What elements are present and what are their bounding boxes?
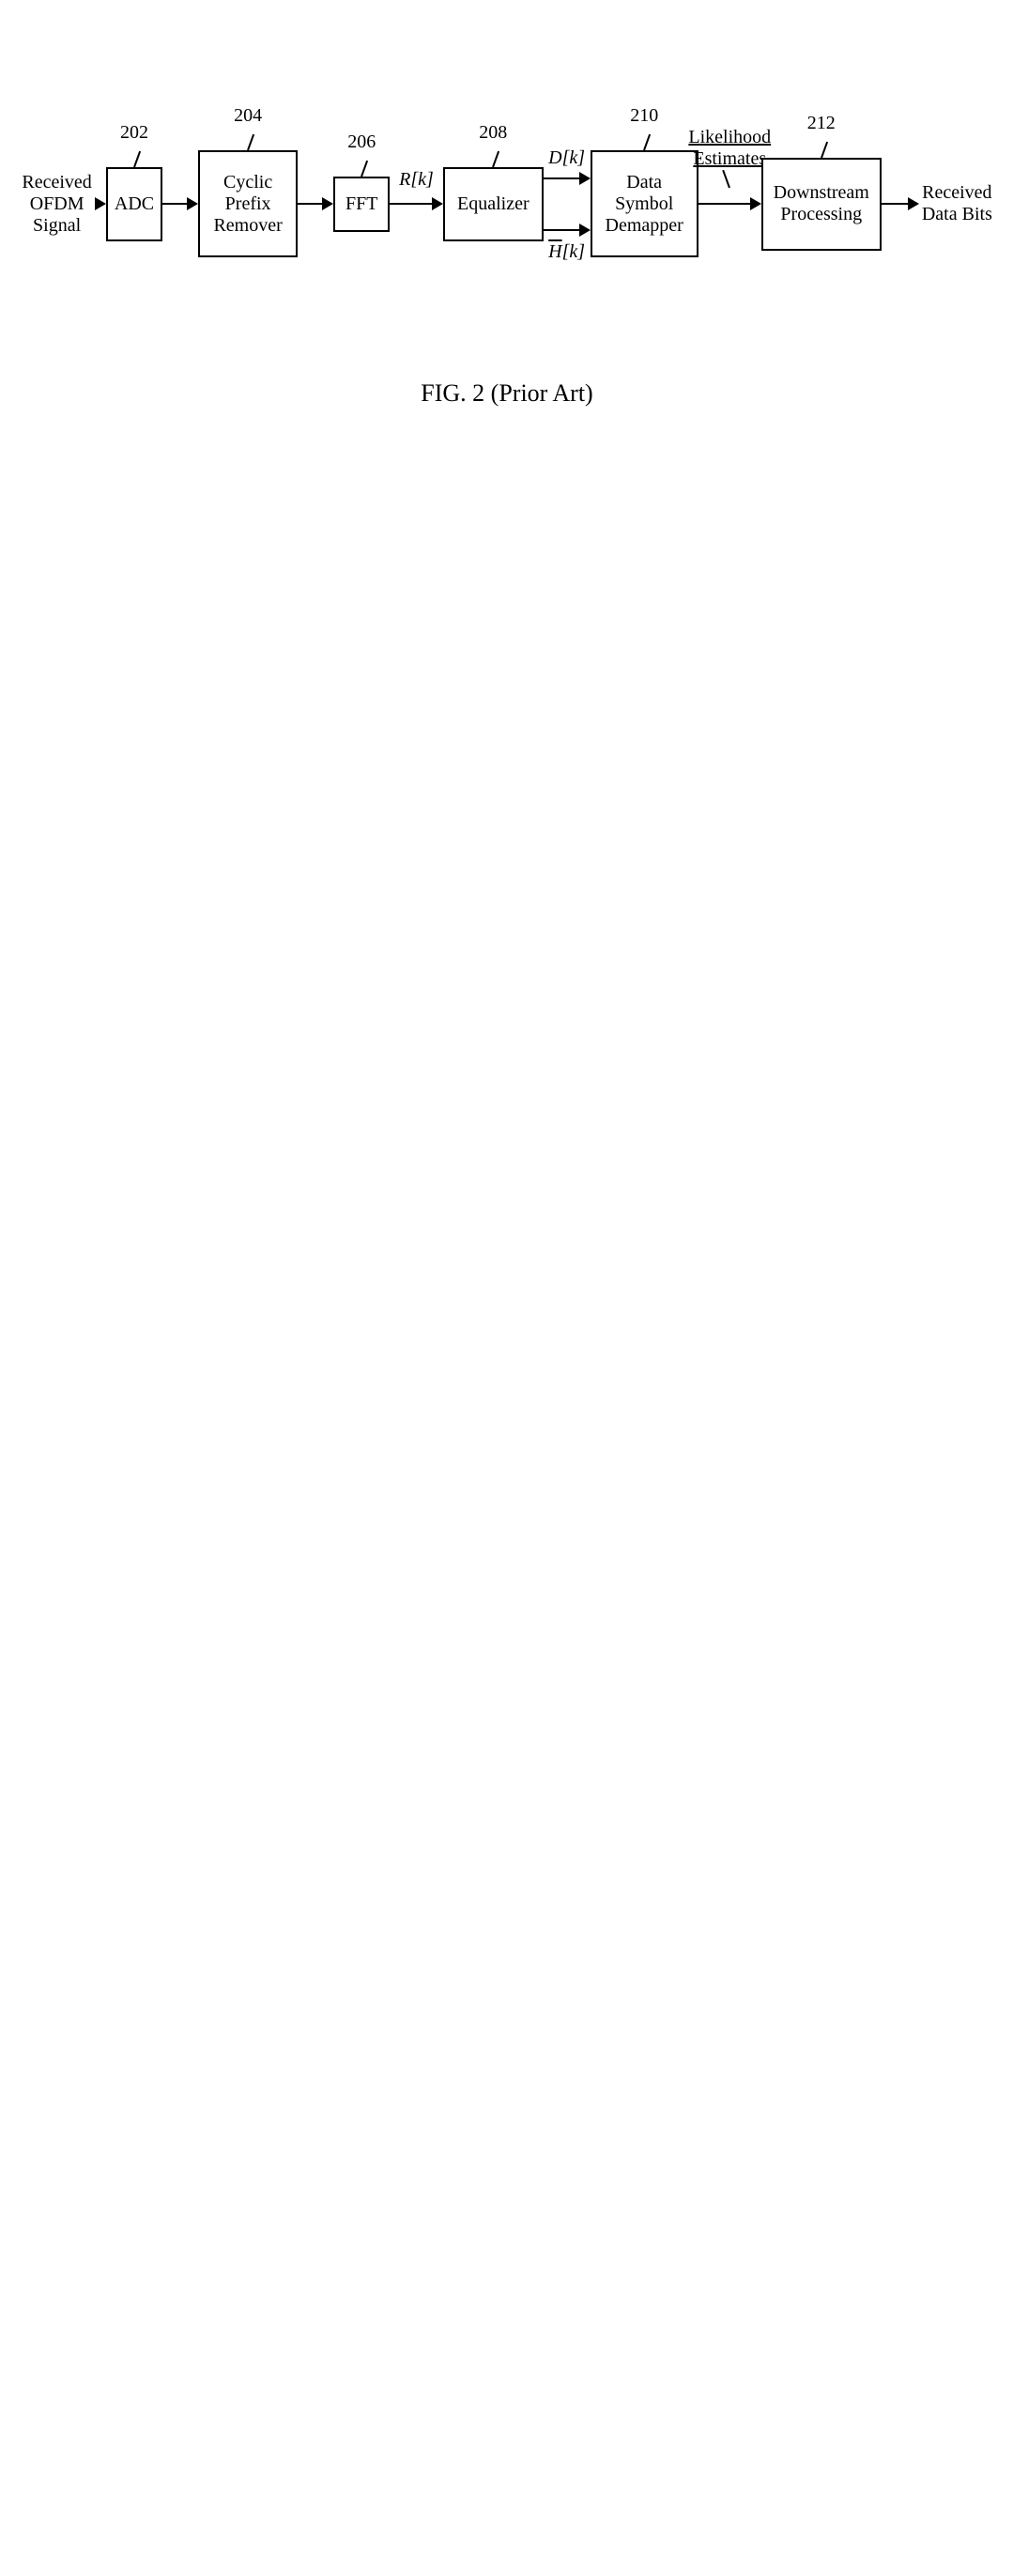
arrow-line bbox=[162, 203, 187, 205]
block-cyclic-prefix-remover: 204 Cyclic Prefix Remover bbox=[198, 150, 299, 257]
block-fft: 206 FFT bbox=[333, 177, 390, 232]
arrow-head-icon bbox=[579, 172, 591, 185]
arrow-head-icon bbox=[187, 197, 198, 210]
demapper-line1: Data bbox=[626, 172, 662, 193]
arrow-line bbox=[390, 203, 432, 205]
arrow-line bbox=[544, 229, 579, 231]
arrow-likelihood: Likelihood Estimates bbox=[698, 197, 761, 210]
arrow-line bbox=[698, 203, 750, 205]
likelihood-line1: Likelihood bbox=[678, 127, 781, 148]
block-adc: 202 ADC bbox=[106, 167, 162, 241]
arrow-output bbox=[882, 197, 919, 210]
arrow-line bbox=[882, 203, 908, 205]
block-num-cyclic: 204 bbox=[234, 105, 262, 127]
output-label: Received Data Bits bbox=[919, 182, 995, 225]
block-equalizer: 208 Equalizer bbox=[443, 167, 544, 241]
arrow-line bbox=[544, 177, 579, 179]
arrow-line bbox=[298, 203, 322, 205]
input-label: Received OFDM Signal bbox=[19, 172, 95, 237]
tick-mark-icon bbox=[247, 134, 254, 151]
downstream-line1: Downstream bbox=[774, 182, 869, 204]
output-line1: Received bbox=[919, 182, 995, 204]
block-num-adc: 202 bbox=[120, 122, 148, 144]
arrow-head-icon bbox=[95, 197, 106, 210]
tick-mark-icon bbox=[492, 150, 499, 167]
tick-mark-icon bbox=[821, 141, 828, 158]
arrow-fft-eq: R[k] bbox=[390, 197, 443, 210]
signal-h-k: H[k] bbox=[548, 241, 585, 263]
arrow-h-k: H[k] bbox=[544, 224, 591, 237]
signal-d-k: D[k] bbox=[548, 147, 585, 169]
arrow-head-icon bbox=[322, 197, 333, 210]
fft-label: FFT bbox=[345, 193, 377, 215]
arrow-head-icon bbox=[908, 197, 919, 210]
downstream-line2: Processing bbox=[780, 204, 862, 225]
arrow-head-icon bbox=[579, 224, 591, 237]
input-line3: Signal bbox=[19, 215, 95, 237]
arrow-input bbox=[95, 197, 106, 210]
diagram-container: 200 Received OFDM Signal 202 ADC 204 Cyc bbox=[19, 150, 995, 408]
cyclic-line2: Prefix bbox=[225, 193, 271, 215]
block-num-eq: 208 bbox=[479, 122, 507, 144]
block-num-fft: 206 bbox=[347, 131, 376, 153]
block-diagram: Received OFDM Signal 202 ADC 204 Cyclic … bbox=[19, 150, 995, 257]
dual-arrows-eq-demapper: D[k] H[k] bbox=[544, 152, 591, 255]
demapper-line2: Symbol bbox=[615, 193, 673, 215]
arrow-d-k: D[k] bbox=[544, 172, 591, 185]
block-downstream-processing: 212 Downstream Processing bbox=[761, 158, 882, 251]
cyclic-line1: Cyclic bbox=[223, 172, 272, 193]
cyclic-line3: Remover bbox=[213, 215, 282, 237]
demapper-line3: Demapper bbox=[606, 215, 683, 237]
eq-label: Equalizer bbox=[457, 193, 530, 215]
block-num-downstream: 212 bbox=[807, 113, 836, 134]
input-line2: OFDM bbox=[19, 193, 95, 215]
block-num-demapper: 210 bbox=[630, 105, 658, 127]
figure-caption: FIG. 2 (Prior Art) bbox=[19, 379, 995, 408]
arrow-adc-cyclic bbox=[162, 197, 198, 210]
adc-label: ADC bbox=[115, 193, 154, 215]
arrow-cyclic-fft bbox=[298, 197, 333, 210]
arrow-head-icon bbox=[432, 197, 443, 210]
tick-mark-icon bbox=[643, 134, 651, 151]
h-suffix: [k] bbox=[562, 241, 585, 262]
h-overline: H bbox=[548, 241, 561, 262]
tick-mark-icon bbox=[361, 160, 368, 177]
input-line1: Received bbox=[19, 172, 95, 193]
arrow-head-icon bbox=[750, 197, 761, 210]
signal-r-k: R[k] bbox=[399, 169, 434, 191]
tick-mark-icon bbox=[133, 150, 141, 167]
output-line2: Data Bits bbox=[919, 204, 995, 225]
tick-mark-icon bbox=[722, 170, 730, 188]
